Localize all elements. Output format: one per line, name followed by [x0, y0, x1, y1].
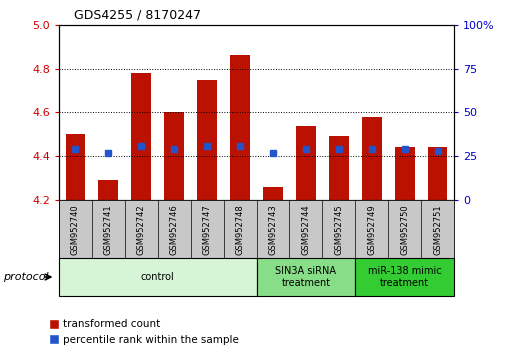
Text: SIN3A siRNA
treatment: SIN3A siRNA treatment: [275, 266, 337, 288]
Text: control: control: [141, 272, 174, 282]
Text: GSM952748: GSM952748: [235, 205, 245, 256]
Text: GSM952741: GSM952741: [104, 205, 113, 255]
Text: GSM952743: GSM952743: [268, 205, 278, 256]
Text: GSM952750: GSM952750: [400, 205, 409, 255]
Bar: [394, 147, 415, 200]
Text: GSM952742: GSM952742: [137, 205, 146, 255]
Bar: [164, 113, 184, 200]
Bar: [131, 73, 151, 200]
Bar: [66, 134, 85, 200]
Bar: [263, 187, 283, 200]
Bar: [256, 258, 355, 296]
Bar: [230, 56, 250, 200]
Bar: [197, 80, 217, 200]
Bar: [329, 137, 349, 200]
Text: GSM952745: GSM952745: [334, 205, 343, 255]
Text: GSM952747: GSM952747: [203, 205, 212, 256]
Text: miR-138 mimic
treatment: miR-138 mimic treatment: [368, 266, 442, 288]
Bar: [428, 147, 447, 200]
Text: GSM952744: GSM952744: [301, 205, 310, 255]
Text: protocol: protocol: [3, 272, 48, 282]
Bar: [355, 258, 454, 296]
Bar: [59, 258, 256, 296]
Text: GDS4255 / 8170247: GDS4255 / 8170247: [74, 8, 202, 21]
Bar: [98, 180, 118, 200]
Text: GSM952749: GSM952749: [367, 205, 376, 255]
Legend: transformed count, percentile rank within the sample: transformed count, percentile rank withi…: [46, 315, 243, 349]
Bar: [362, 117, 382, 200]
Text: GSM952751: GSM952751: [433, 205, 442, 255]
Text: GSM952746: GSM952746: [170, 205, 179, 256]
Bar: [296, 126, 315, 200]
Text: GSM952740: GSM952740: [71, 205, 80, 255]
